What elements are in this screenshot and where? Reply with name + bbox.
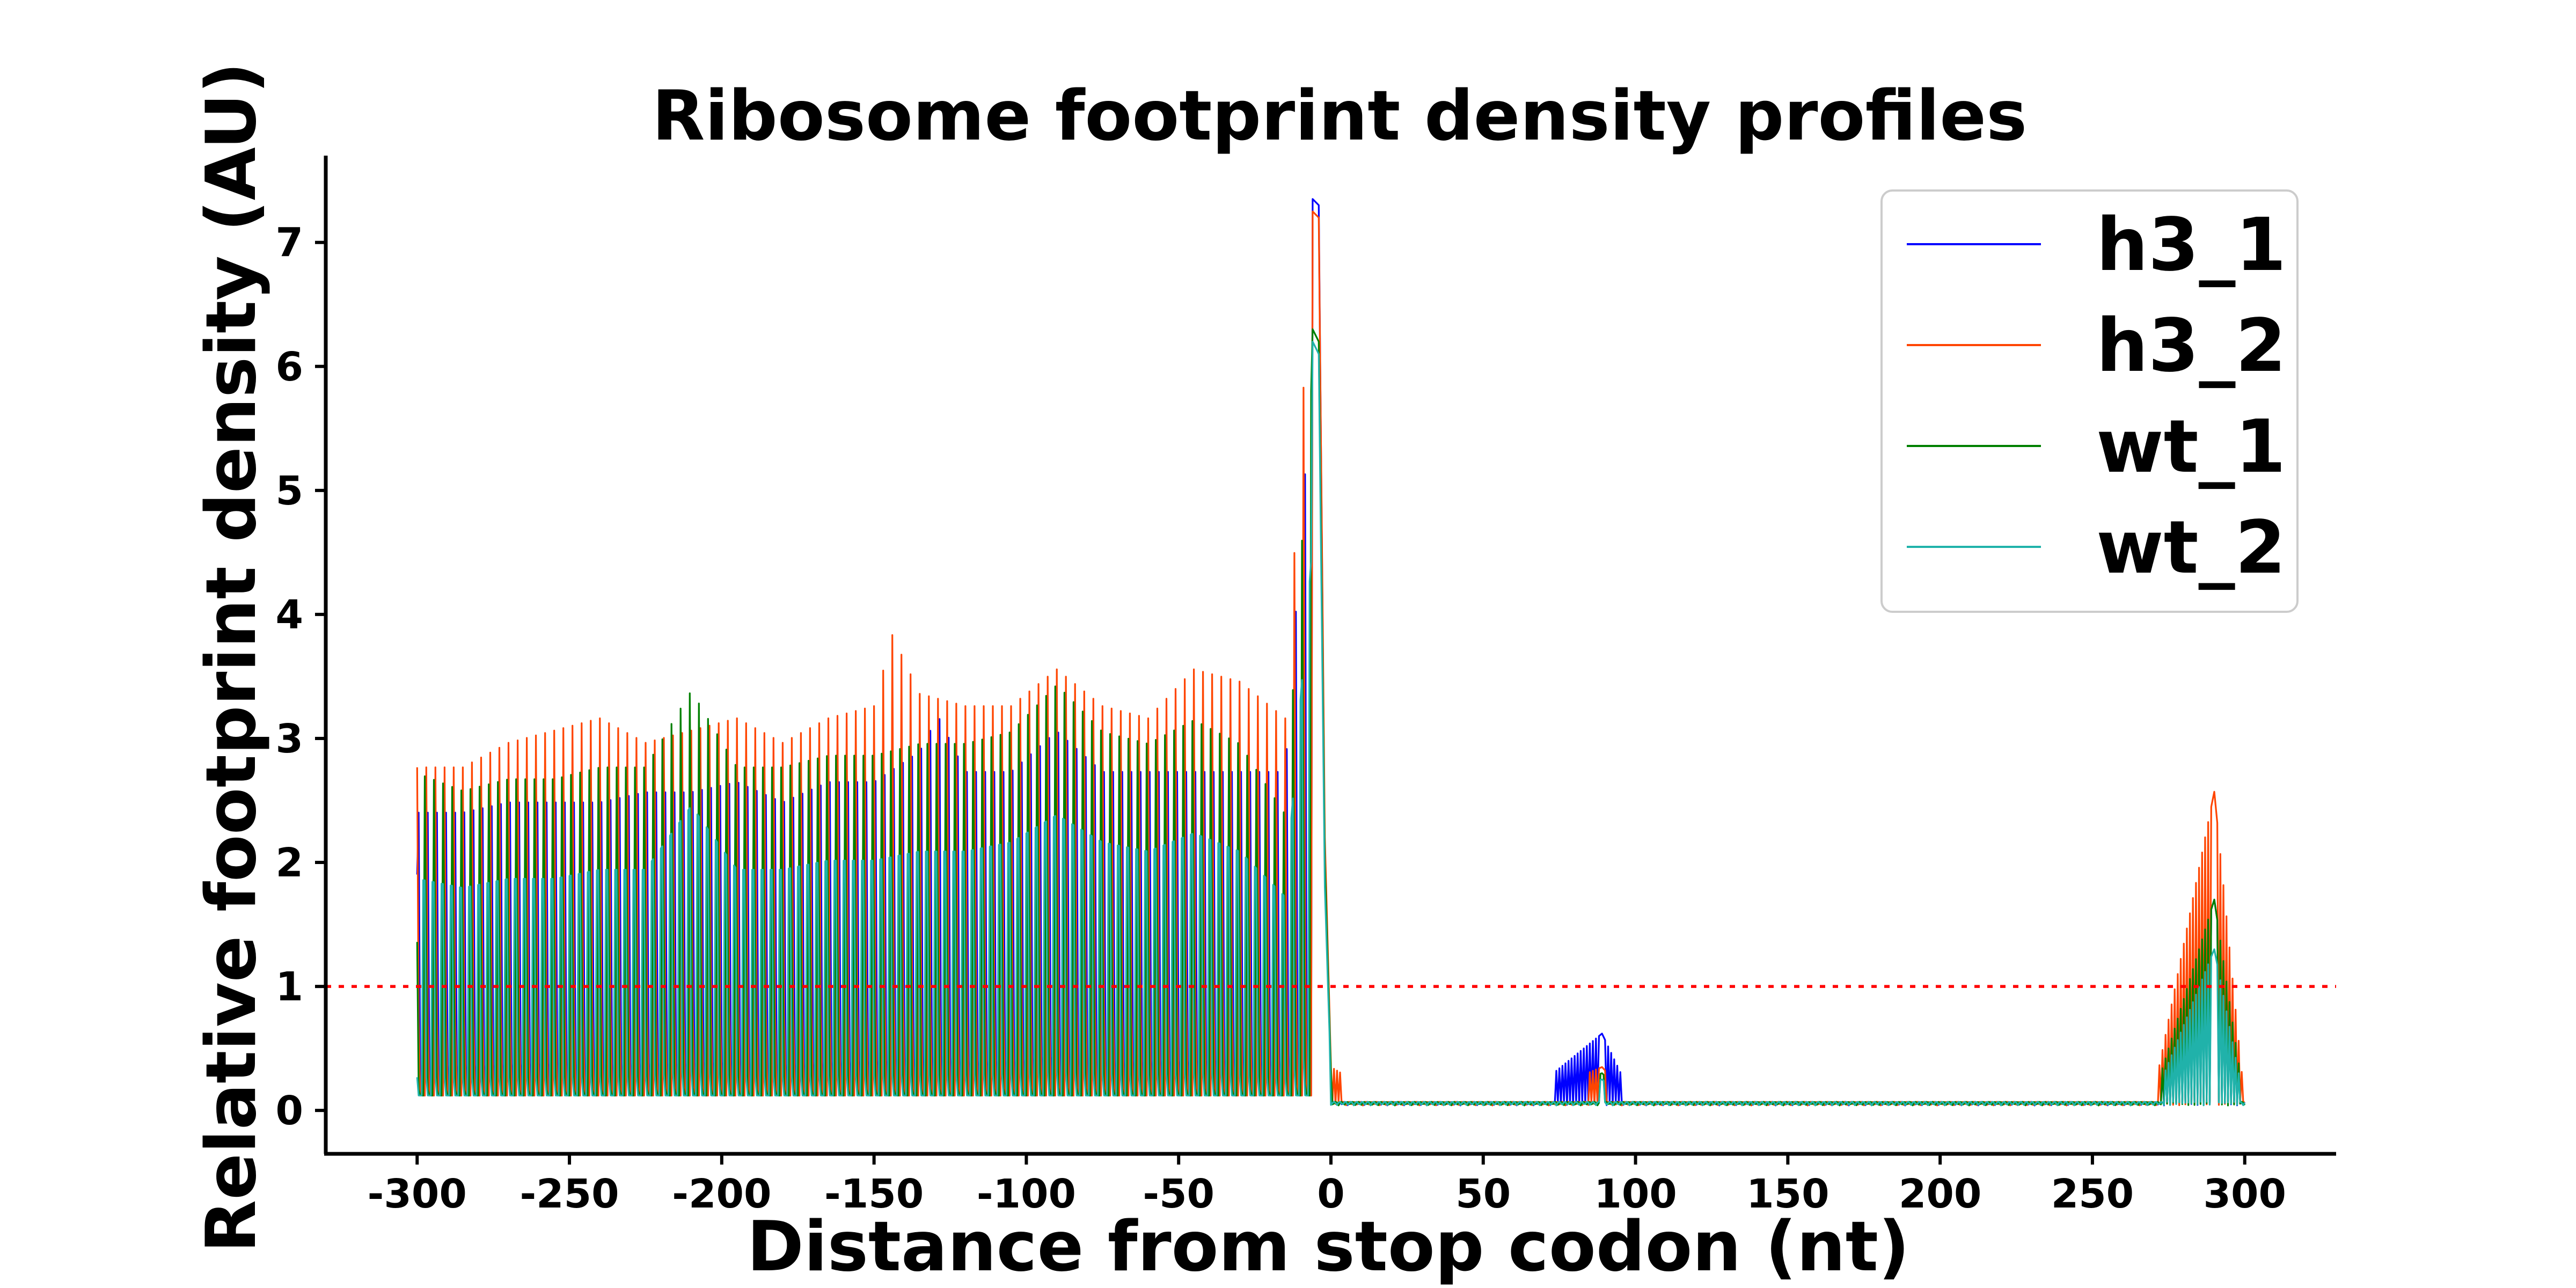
x-tick-label: 150 — [1746, 1171, 1829, 1217]
legend-box — [1880, 189, 2299, 613]
y-axis-label: Relative footprint density (AU) — [192, 62, 272, 1253]
legend-label-h3_2: h3_2 — [2096, 304, 2286, 389]
legend-items: h3_1 h3_2 wt_1 wt_2 — [1907, 203, 2286, 590]
x-tick-label: 100 — [1594, 1171, 1677, 1217]
x-tick-label: -50 — [1143, 1171, 1214, 1217]
x-ticks: -300 -250 -200 -150 -100 -50 0 50 100 150 200 250 30… — [368, 1154, 2286, 1217]
y-tick-label: 6 — [276, 344, 304, 390]
y-tick-label: 5 — [276, 468, 304, 514]
x-tick-label: 0 — [1317, 1171, 1345, 1217]
series-layer — [416, 198, 2246, 1107]
x-axis-label: Distance from stop codon (nt) — [747, 1207, 1910, 1287]
y-tick-label: 1 — [276, 964, 304, 1010]
x-tick-label: 300 — [2203, 1171, 2286, 1217]
legend-label-wt_1: wt_1 — [2096, 405, 2286, 489]
y-tick-label: 0 — [276, 1088, 304, 1134]
legend: h3_1 h3_2 wt_1 wt_2 — [1880, 189, 2299, 613]
x-tick-label: 200 — [1899, 1171, 1981, 1217]
x-tick-label: -300 — [368, 1171, 467, 1217]
x-tick-label: -100 — [977, 1171, 1076, 1217]
chart-title: Ribosome footprint density profiles — [652, 76, 2027, 156]
x-tick-label: -200 — [672, 1171, 771, 1217]
legend-label-h3_1: h3_1 — [2096, 203, 2286, 288]
legend-label-wt_2: wt_2 — [2096, 506, 2286, 590]
x-tick-label: -250 — [519, 1171, 619, 1217]
y-tick-label: 4 — [276, 592, 304, 638]
y-tick-label: 2 — [276, 840, 304, 886]
x-tick-label: -150 — [824, 1171, 924, 1217]
y-tick-label: 3 — [276, 716, 304, 762]
series-line-wt_2 — [416, 341, 2246, 1107]
x-tick-label: 250 — [2051, 1171, 2134, 1217]
x-tick-label: 50 — [1455, 1171, 1511, 1217]
y-ticks: 0 1 2 3 4 5 6 7 — [276, 220, 326, 1134]
y-tick-label: 7 — [276, 220, 304, 266]
